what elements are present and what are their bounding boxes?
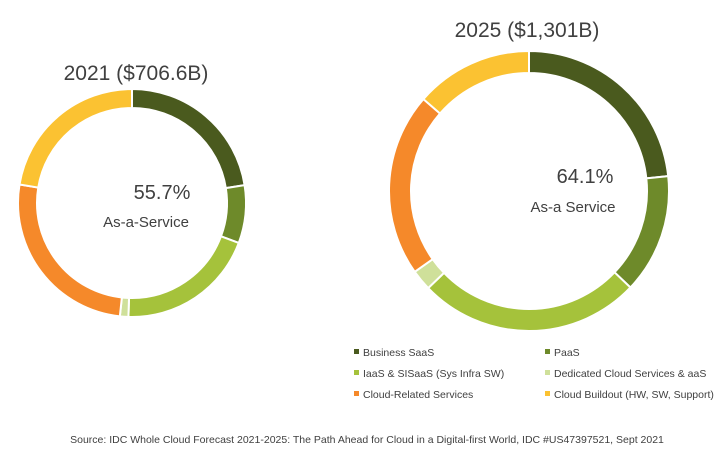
legend-item-business-saas: Business SaaS: [354, 347, 434, 359]
donut-2025-title: 2025 ($1,301B): [455, 19, 600, 42]
slice-paas: [613, 174, 670, 289]
legend-swatch: [354, 349, 359, 354]
slice-cloud-related-services: [17, 183, 123, 318]
legend-label: PaaS: [554, 347, 580, 359]
donut-2025: [388, 49, 670, 332]
legend-swatch: [545, 391, 550, 396]
donut-2021-center-value: 55.7%: [134, 182, 191, 204]
legend-label: Business SaaS: [363, 347, 434, 359]
slice-iaas-sisaas-sys-infra-sw: [127, 235, 241, 318]
source-note: Source: IDC Whole Cloud Forecast 2021-20…: [70, 434, 664, 446]
donut-2025-center-value: 64.1%: [557, 166, 614, 188]
slice-cloud-buildout-hw-sw-support: [421, 49, 530, 115]
legend-label: IaaS & SISaaS (Sys Infra SW): [363, 368, 504, 380]
legend-swatch: [354, 391, 359, 396]
legend-label: Cloud Buildout (HW, SW, Support): [554, 389, 714, 401]
chart-legend: Business SaaS PaaS IaaS & SISaaS (Sys Infr…: [354, 347, 714, 401]
slice-cloud-buildout-hw-sw-support: [18, 87, 133, 189]
legend-swatch: [545, 349, 550, 354]
slice-business-saas: [131, 87, 246, 190]
donut-2021: [17, 87, 247, 318]
legend-item-paas: PaaS: [545, 347, 580, 359]
donut-2021-center-label: As-a-Service: [103, 214, 189, 231]
donut-2025-center-label: As-a Service: [530, 199, 615, 216]
legend-swatch: [545, 370, 550, 375]
legend-label: Cloud-Related Services: [363, 389, 473, 401]
donut-2021-title: 2021 ($706.6B): [64, 62, 209, 85]
slice-paas: [219, 184, 247, 245]
legend-swatch: [354, 370, 359, 375]
slice-business-saas: [528, 49, 670, 180]
slice-iaas-sisaas-sys-infra-sw: [426, 270, 632, 332]
legend-label: Dedicated Cloud Services & aaS: [554, 368, 706, 380]
slice-cloud-related-services: [388, 97, 442, 274]
legend-item-dedicated-cloud-services-aas: Dedicated Cloud Services & aaS: [545, 368, 706, 380]
legend-item-iaas-sisaas-sys-infra-sw: IaaS & SISaaS (Sys Infra SW): [354, 368, 504, 380]
legend-item-cloud-related-services: Cloud-Related Services: [354, 389, 473, 401]
legend-item-cloud-buildout-hw-sw-support: Cloud Buildout (HW, SW, Support): [545, 389, 714, 401]
